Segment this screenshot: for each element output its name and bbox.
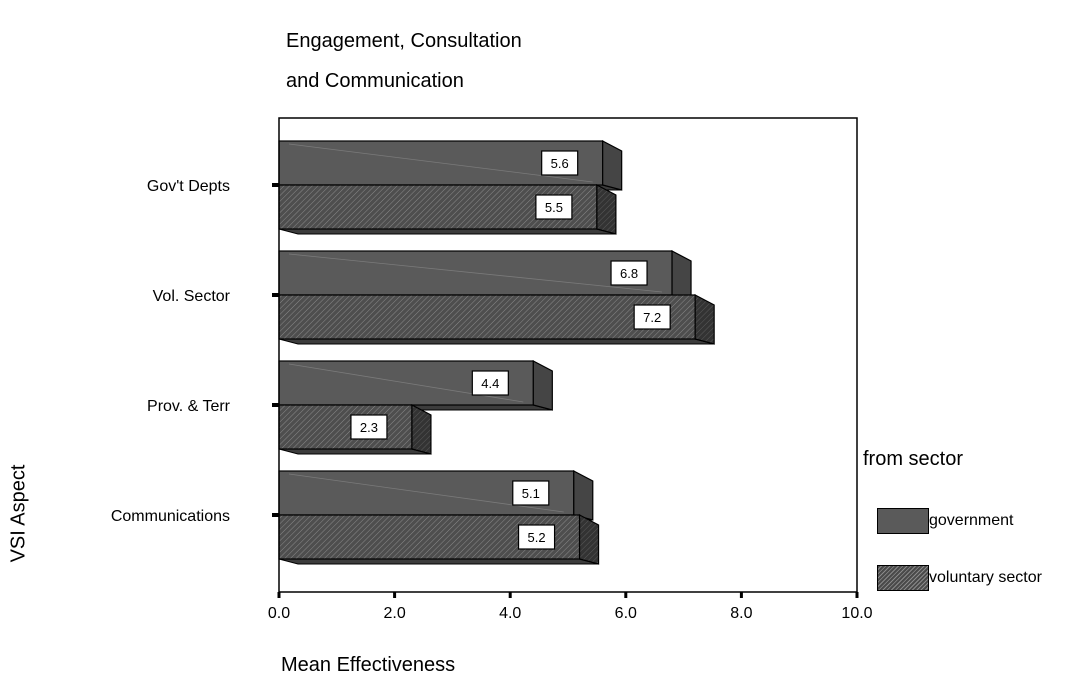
data-label-voluntary-sector-vol-sector: 7.2	[633, 304, 671, 330]
x-axis-label: Mean Effectiveness	[281, 654, 456, 676]
legend-title: from sector	[863, 448, 964, 470]
data-label-government-gov-t-depts: 5.6	[541, 150, 579, 176]
x-tick-label-5: 10.0	[841, 605, 872, 622]
bar-government-prov-terr	[278, 360, 553, 411]
chart-title-line-2: and Communication	[286, 70, 464, 92]
svg-text:5.1: 5.1	[522, 486, 540, 501]
data-label-government-prov-terr: 4.4	[471, 370, 509, 396]
data-label-government-communications: 5.1	[512, 480, 550, 506]
plot-frame	[278, 117, 858, 593]
data-label-voluntary-sector-prov-terr: 2.3	[350, 414, 388, 440]
x-tick-label-4: 8.0	[730, 605, 752, 622]
chart-title-line-1: Engagement, Consultation	[286, 30, 522, 52]
legend-label-voluntary-sector: voluntary sector	[929, 569, 1042, 586]
bar-voluntary-sector-vol-sector	[278, 294, 715, 345]
data-label-government-vol-sector: 6.8	[610, 260, 648, 286]
x-tick-label-1: 2.0	[383, 605, 405, 622]
svg-text:5.5: 5.5	[545, 200, 563, 215]
x-tick-label-2: 4.0	[499, 605, 521, 622]
bar-voluntary-sector-communications	[278, 514, 600, 565]
legend-item-voluntary-sector: voluntary sector	[877, 563, 1042, 593]
y-tick-label-prov-terr: Prov. & Terr	[147, 398, 231, 415]
y-tick-label-gov-t-depts: Gov't Depts	[147, 178, 230, 195]
y-tick-label-communications: Communications	[111, 508, 230, 525]
svg-text:2.3: 2.3	[360, 420, 378, 435]
legend-swatch-government	[877, 508, 929, 534]
legend-swatch-voluntary-sector	[877, 565, 929, 591]
svg-text:5.2: 5.2	[528, 530, 546, 545]
axes-layer: Gov't Depts Vol. Sector Prov. & Terr Commun…	[111, 117, 873, 622]
x-tick-label-0: 0.0	[268, 605, 290, 622]
data-label-voluntary-sector-gov-t-depts: 5.5	[535, 194, 573, 220]
y-axis-label: VSI Aspect	[7, 464, 30, 563]
bar-voluntary-sector-prov-terr	[278, 404, 432, 455]
y-tick-label-vol-sector: Vol. Sector	[153, 288, 231, 305]
bars-layer: 5.6 5.5 6.8 7.2 4.4 2.3 5.1 5.2	[278, 140, 715, 565]
svg-text:4.4: 4.4	[481, 376, 499, 391]
svg-text:7.2: 7.2	[643, 310, 661, 325]
legend-item-government: government	[877, 506, 1014, 536]
svg-text:5.6: 5.6	[551, 156, 569, 171]
data-label-voluntary-sector-communications: 5.2	[517, 524, 556, 550]
svg-text:6.8: 6.8	[620, 266, 638, 281]
x-tick-label-3: 6.0	[615, 605, 637, 622]
legend-label-government: government	[929, 512, 1014, 529]
